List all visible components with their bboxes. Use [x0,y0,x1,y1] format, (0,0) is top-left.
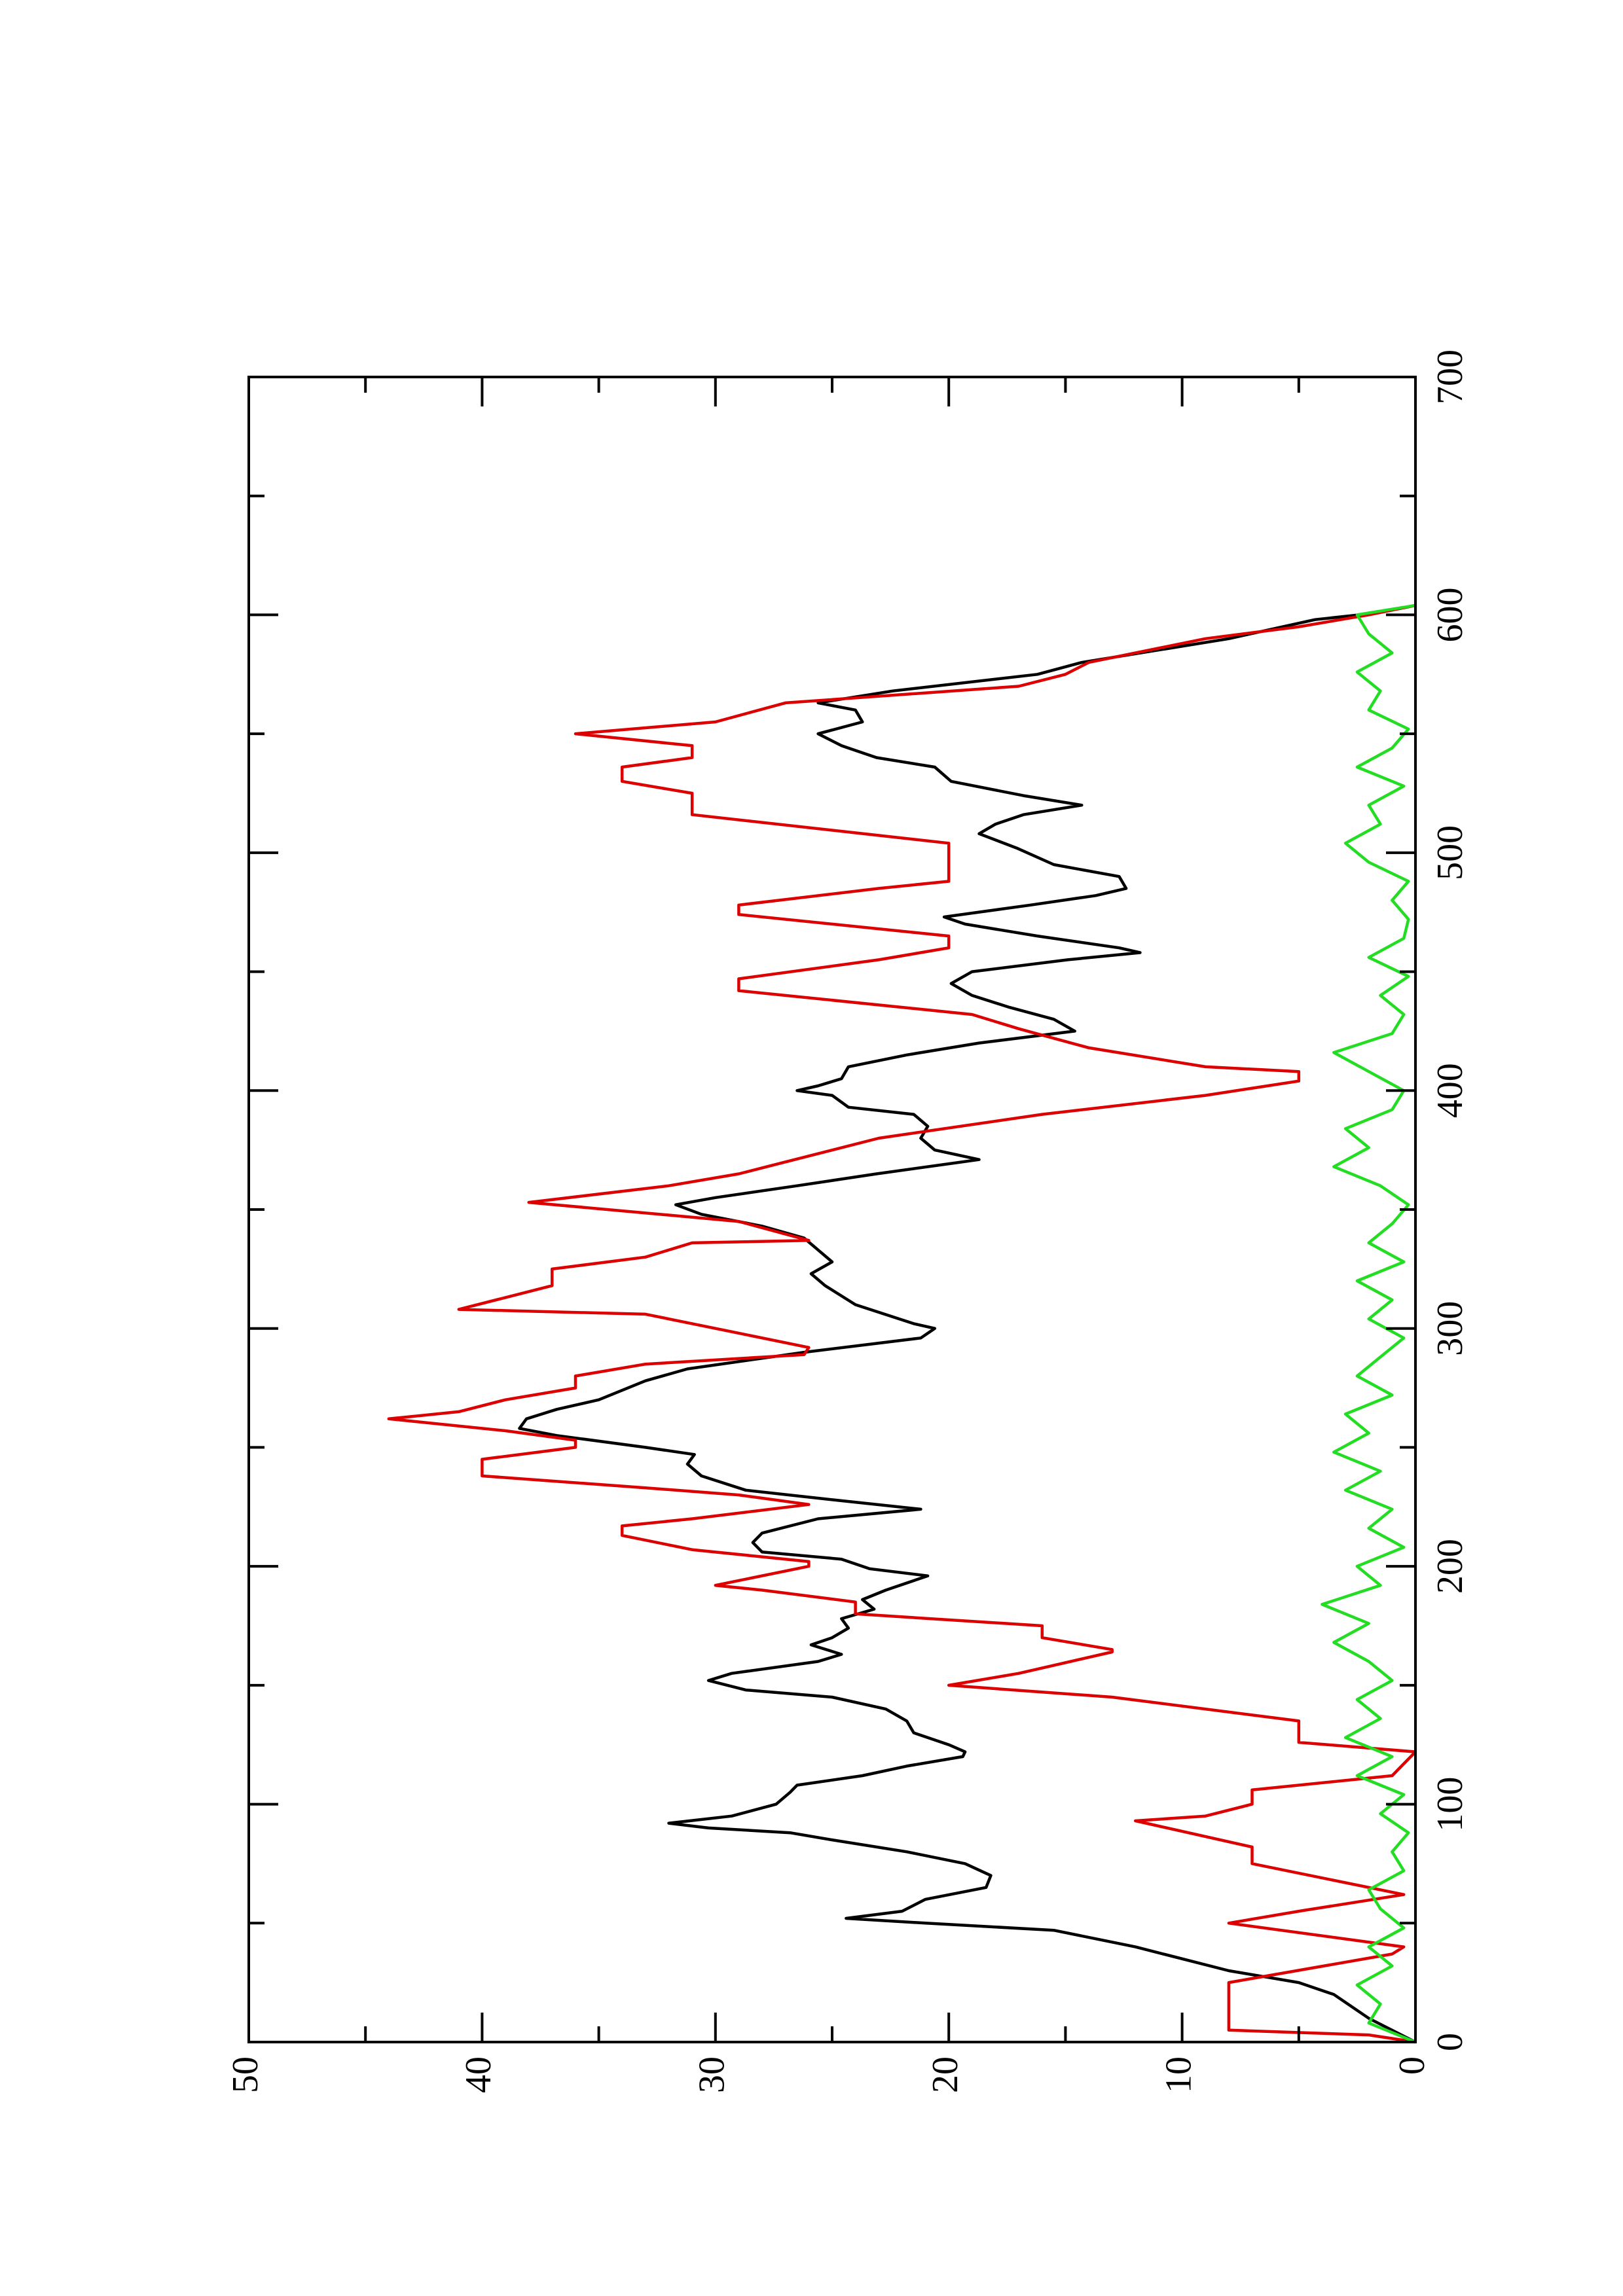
x-tick-label: 500 [1430,825,1470,880]
y-tick-label: 50 [225,2056,266,2093]
x-tick-label: 200 [1430,1539,1470,1594]
data-line [518,603,1417,2044]
x-tick-label: 100 [1430,1777,1470,1832]
x-tick-label: 600 [1430,587,1470,642]
y-tick-label: 30 [692,2056,733,2093]
y-tick-label: 10 [1158,2056,1199,2093]
y-tick-label: 20 [925,2056,966,2093]
x-tick-label: 700 [1430,350,1470,404]
data-line [387,603,1417,2044]
plot-frame [247,376,1417,2043]
x-tick-label: 300 [1430,1301,1470,1356]
x-tick-label: 400 [1430,1063,1470,1118]
y-tick-label: 40 [458,2056,499,2093]
plot-area: 0 100 200 300 400 500 600 700 0 10 20 30 40 50 [225,350,1470,2093]
data-line [1321,603,1416,2044]
x-tick-label: 0 [1430,2033,1470,2051]
y-tick-label: 0 [1392,2056,1432,2075]
